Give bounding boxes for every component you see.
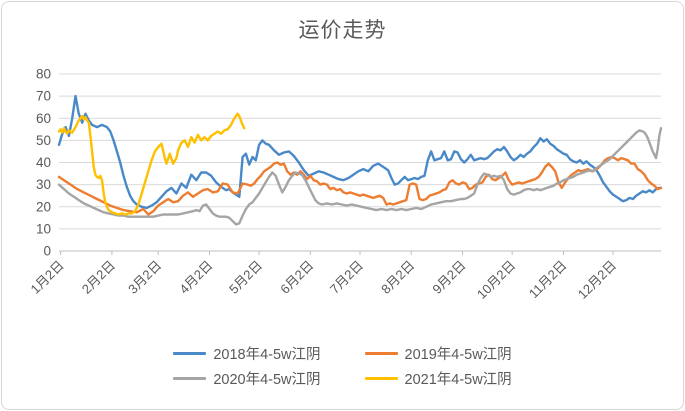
chart-title: 运价走势: [298, 19, 387, 42]
legend-marker-2019: [364, 351, 398, 356]
y-tick-label-0: 0: [43, 244, 51, 259]
legend-marker-2020: [173, 376, 207, 381]
chart-legend: 2018年4-5w江阴 2019年4-5w江阴 2020年4-5w江阴 2021年4-…: [2, 343, 683, 389]
x-tick-label-4: 4月2日: [176, 258, 215, 297]
series-line-2018: [57, 94, 663, 210]
x-tick-label-11: 11月2日: [526, 258, 570, 302]
y-tick-label-50: 50: [36, 133, 51, 148]
y-tick-label-60: 60: [36, 111, 51, 126]
legend-label-2019: 2019年4-5w江阴: [404, 347, 512, 363]
x-tick-label-5: 5月2日: [226, 258, 265, 297]
x-tick-label-12: 12月2日: [575, 258, 619, 302]
x-tick-label-9: 9月2日: [429, 258, 468, 297]
legend-item-2018[interactable]: 2018年4-5w江阴: [173, 343, 321, 364]
legend-item-2019[interactable]: 2019年4-5w江阴: [364, 343, 512, 364]
legend-row-1: 2018年4-5w江阴 2019年4-5w江阴: [173, 343, 512, 364]
y-tick-label-20: 20: [36, 199, 51, 214]
x-tick-label-3: 3月2日: [125, 258, 164, 297]
series-line-2021: [57, 112, 246, 216]
y-tick-label-70: 70: [36, 89, 51, 104]
legend-marker-2018: [173, 351, 207, 356]
x-tick-label-2: 2月2日: [79, 258, 118, 297]
x-tick-label-10: 10月2日: [474, 258, 518, 302]
y-tick-label-30: 30: [36, 177, 51, 192]
legend-item-2020[interactable]: 2020年4-5w江阴: [173, 368, 321, 389]
legend-marker-2021: [364, 376, 398, 381]
legend-row-2: 2020年4-5w江阴 2021年4-5w江阴: [173, 368, 512, 389]
y-tick-label-80: 80: [36, 67, 51, 82]
x-tick-label-7: 7月2日: [327, 258, 366, 297]
legend-item-2021[interactable]: 2021年4-5w江阴: [364, 368, 512, 389]
legend-label-2021: 2021年4-5w江阴: [404, 372, 512, 388]
x-tick-label-8: 8月2日: [378, 258, 417, 297]
y-tick-label-10: 10: [36, 221, 51, 236]
series-line-2020: [57, 126, 663, 226]
x-tick-label-6: 6月2日: [277, 258, 316, 297]
legend-label-2020: 2020年4-5w江阴: [213, 372, 321, 388]
x-tick-label-1: 1月2日: [28, 258, 67, 297]
series-line-2019: [57, 155, 663, 216]
y-tick-label-40: 40: [36, 155, 51, 170]
legend-label-2018: 2018年4-5w江阴: [213, 347, 321, 363]
